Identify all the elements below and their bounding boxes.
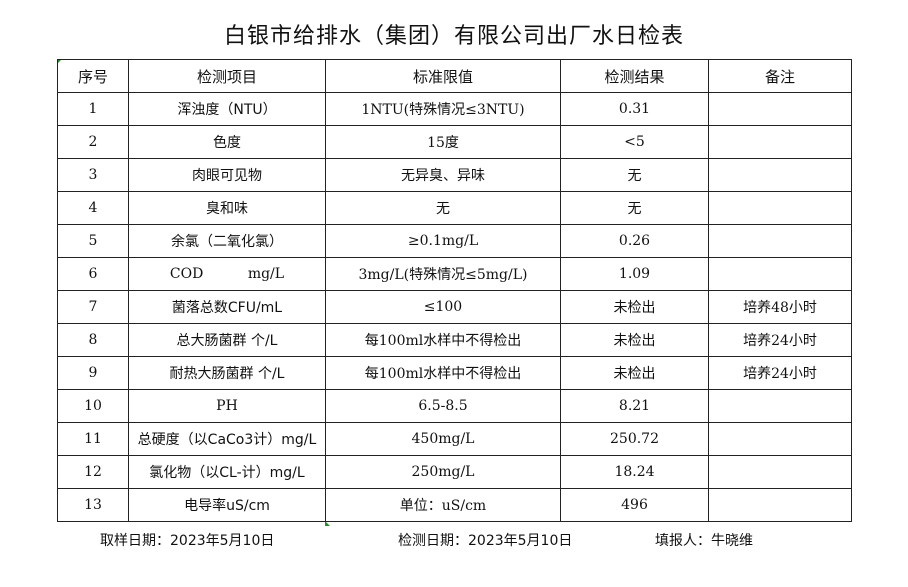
cell-result: 未检出: [560, 290, 709, 324]
cell-standard: 15度: [325, 125, 561, 159]
cell-item: 总硬度（以CaCo3计）mg/L: [128, 422, 326, 456]
table-row: 8 总大肠菌群 个/L 每100ml水样中不得检出 未检出 培养24小时: [57, 323, 852, 357]
cell-item: PH: [128, 389, 326, 423]
table-row: 5 余氯（二氧化氯） ≥0.1mg/L 0.26: [57, 224, 852, 258]
header-row: 序号 检测项目 标准限值 检测结果 备注: [57, 59, 852, 93]
cell-standard: 250mg/L: [325, 455, 561, 489]
table-row: 10 PH 6.5-8.5 8.21: [57, 389, 852, 423]
cell-standard: ≤100: [325, 290, 561, 324]
cell-remark: [708, 488, 852, 522]
table-row: 9 耐热大肠菌群 个/L 每100ml水样中不得检出 未检出 培养24小时: [57, 356, 852, 390]
cell-remark: [708, 422, 852, 456]
table-row: 12 氯化物（以CL-计）mg/L 250mg/L 18.24: [57, 455, 852, 489]
test-date: 检测日期：2023年5月10日: [398, 533, 573, 549]
cell-index: 6: [57, 257, 129, 291]
cell-result: 未检出: [560, 356, 709, 390]
cell-item: 电导率uS/cm: [128, 488, 326, 522]
cell-index: 5: [57, 224, 129, 258]
table-row: 4 臭和味无无: [57, 191, 852, 225]
cell-item: 肉眼可见物: [128, 158, 326, 192]
cell-result: 1.09: [560, 257, 709, 291]
cell-result: 8.21: [560, 389, 709, 423]
cell-remark: [708, 224, 852, 258]
cell-index: 10: [57, 389, 129, 423]
cell-result: 无: [560, 191, 709, 225]
cell-item: 余氯（二氧化氯）: [128, 224, 326, 258]
cell-item: 耐热大肠菌群 个/L: [128, 356, 326, 390]
cell-index: 9: [57, 356, 129, 390]
cell-index: 13: [57, 488, 129, 522]
cell-index: 2: [57, 125, 129, 159]
cell-standard: 1NTU(特殊情况≤3NTU): [325, 92, 561, 126]
cell-remark: 培养48小时: [708, 290, 852, 324]
cell-index: 4: [57, 191, 129, 225]
cell-index: 12: [57, 455, 129, 489]
table-row: 2 色度 15度 <5: [57, 125, 852, 159]
cell-standard: ≥0.1mg/L: [325, 224, 561, 258]
cell-result: 250.72: [560, 422, 709, 456]
cell-remark: [708, 389, 852, 423]
table-row: 11 总硬度（以CaCo3计）mg/L 450mg/L 250.72: [57, 422, 852, 456]
cell-item: 浑浊度（NTU）: [128, 92, 326, 126]
table-row: 1 浑浊度（NTU） 1NTU(特殊情况≤3NTU) 0.31: [57, 92, 852, 126]
cell-standard: 无: [325, 191, 561, 225]
cell-remark: 培养24小时: [708, 323, 852, 357]
cell-result: 0.26: [560, 224, 709, 258]
cell-standard: 单位：uS/cm: [325, 488, 561, 522]
cell-standard: 无异臭、异味: [325, 158, 561, 192]
header-standard: 标准限值: [325, 59, 561, 93]
header-index: 序号: [57, 59, 129, 93]
cell-item: COD mg/L: [128, 257, 326, 291]
cell-remark: [708, 257, 852, 291]
cell-remark: 培养24小时: [708, 356, 852, 390]
sampling-date: 取样日期：2023年5月10日: [100, 533, 275, 549]
table-row: 13 电导率uS/cm 单位：uS/cm 496: [57, 488, 852, 522]
header-result: 检测结果: [560, 59, 709, 93]
cell-index: 1: [57, 92, 129, 126]
cell-index: 8: [57, 323, 129, 357]
cell-standard: 6.5-8.5: [325, 389, 561, 423]
cell-result: <5: [560, 125, 709, 159]
cell-item: 臭和味: [128, 191, 326, 225]
cell-result: 18.24: [560, 455, 709, 489]
cell-index: 7: [57, 290, 129, 324]
cell-standard: 450mg/L: [325, 422, 561, 456]
cell-remark: [708, 92, 852, 126]
cell-remark: [708, 158, 852, 192]
cell-item: 总大肠菌群 个/L: [128, 323, 326, 357]
cell-marker: [325, 521, 330, 526]
cell-remark: [708, 125, 852, 159]
page-title: 白银市给排水（集团）有限公司出厂水日检表: [223, 24, 684, 49]
reporter: 填报人：牛晓维: [655, 533, 753, 549]
header-item: 检测项目: [128, 59, 326, 93]
cell-index: 3: [57, 158, 129, 192]
cell-remark: [708, 455, 852, 489]
header-remark: 备注: [708, 59, 852, 93]
cell-standard: 3mg/L(特殊情况≤5mg/L): [325, 257, 561, 291]
cell-item: 氯化物（以CL-计）mg/L: [128, 455, 326, 489]
table-row: 3 肉眼可见物 无异臭、异味无: [57, 158, 852, 192]
cell-item: 色度: [128, 125, 326, 159]
table-row: 6 COD mg/L 3mg/L(特殊情况≤5mg/L) 1.09: [57, 257, 852, 291]
cell-standard: 每100ml水样中不得检出: [325, 356, 561, 390]
cell-standard: 每100ml水样中不得检出: [325, 323, 561, 357]
cell-index: 11: [57, 422, 129, 456]
cell-item: 菌落总数CFU/mL: [128, 290, 326, 324]
cell-result: 496: [560, 488, 709, 522]
cell-result: 0.31: [560, 92, 709, 126]
inspection-table: 序号 检测项目 标准限值 检测结果 备注 1 浑浊度（NTU） 1NTU(特殊情况≤…: [57, 59, 852, 522]
cell-result: 未检出: [560, 323, 709, 357]
cell-result: 无: [560, 158, 709, 192]
table-row: 7 菌落总数CFU/mL ≤100 未检出 培养48小时: [57, 290, 852, 324]
cell-remark: [708, 191, 852, 225]
